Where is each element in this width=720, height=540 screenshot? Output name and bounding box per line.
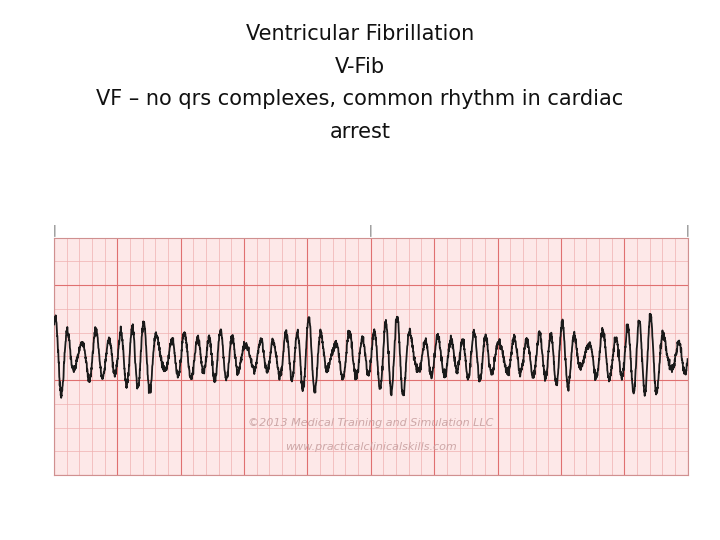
Text: │: │ xyxy=(368,224,374,236)
Text: ©2013 Medical Training and Simulation LLC: ©2013 Medical Training and Simulation LL… xyxy=(248,418,493,428)
Text: Ventricular Fibrillation: Ventricular Fibrillation xyxy=(246,24,474,44)
Text: www.practicalclinicalskills.com: www.practicalclinicalskills.com xyxy=(285,442,456,451)
Text: │: │ xyxy=(51,224,57,236)
Text: │: │ xyxy=(685,224,690,236)
Text: arrest: arrest xyxy=(330,122,390,141)
Text: VF – no qrs complexes, common rhythm in cardiac: VF – no qrs complexes, common rhythm in … xyxy=(96,89,624,109)
Text: V-Fib: V-Fib xyxy=(335,57,385,77)
